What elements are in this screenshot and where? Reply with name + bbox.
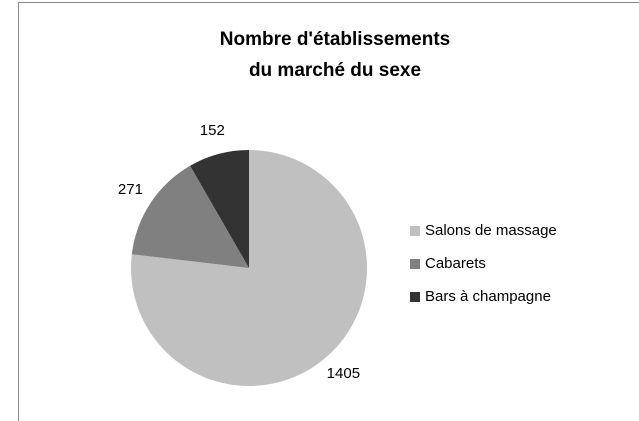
pie-slice bbox=[190, 150, 249, 268]
legend-label: Bars à champagne bbox=[425, 288, 551, 305]
data-label: 271 bbox=[118, 181, 143, 198]
legend-swatch bbox=[410, 292, 420, 302]
pie-slice bbox=[131, 150, 367, 386]
pie-slice bbox=[131, 165, 249, 268]
chart-title: Nombre d'établissements bbox=[220, 29, 450, 50]
legend-label: Salons de massage bbox=[425, 222, 557, 239]
data-label: 152 bbox=[200, 122, 225, 139]
data-label: 1405 bbox=[327, 365, 360, 382]
legend-swatch bbox=[410, 259, 420, 269]
legend-label: Cabarets bbox=[425, 255, 486, 272]
legend-swatch bbox=[410, 226, 420, 236]
chart-title: du marché du sexe bbox=[249, 60, 421, 81]
